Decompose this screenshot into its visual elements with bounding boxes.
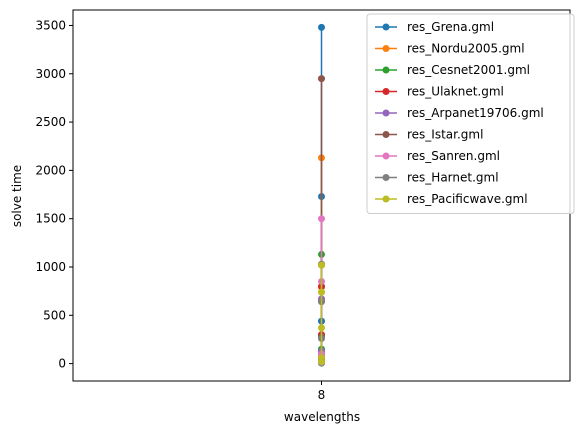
legend-label: res_Harnet.gml <box>407 171 499 185</box>
data-point <box>318 261 325 269</box>
legend-marker <box>382 109 390 117</box>
data-point <box>318 75 325 83</box>
data-point <box>318 324 325 332</box>
y-axis: 0 500 1000 1500 2000 2500 3000 3500 <box>35 18 73 371</box>
legend-box <box>366 13 575 214</box>
legend-label: res_Ulaknet.gml <box>407 85 504 99</box>
y-tick-label: 1500 <box>35 212 66 226</box>
legend-item: res_Istar.gml <box>375 128 483 142</box>
legend-label: res_Cesnet2001.gml <box>407 63 530 77</box>
legend-label: res_Sanren.gml <box>407 149 500 163</box>
x-axis-label: wavelengths <box>284 410 360 424</box>
legend-item: res_Sanren.gml <box>375 149 500 163</box>
y-axis-label: solve time <box>10 165 24 227</box>
legend-marker <box>382 131 390 138</box>
y-tick-label: 0 <box>58 357 66 371</box>
legend-item: res_Ulaknet.gml <box>375 85 504 99</box>
legend-item: res_Harnet.gml <box>375 171 499 185</box>
y-tick-label: 3500 <box>35 18 66 32</box>
legend-marker <box>382 45 390 52</box>
legend-marker <box>382 66 390 74</box>
data-point <box>318 288 325 296</box>
legend: res_Grena.gml res_Nordu2005.gml res_Cesnet… <box>366 13 575 214</box>
legend-marker <box>382 174 390 181</box>
x-tick-label: 8 <box>318 388 326 402</box>
legend-item: res_Arpanet19706.gml <box>375 106 544 120</box>
legend-label: res_Grena.gml <box>407 20 494 34</box>
data-point <box>318 358 325 366</box>
legend-marker <box>382 88 390 95</box>
plot-marks <box>318 23 325 367</box>
series-9 <box>318 261 325 366</box>
legend-label: res_Istar.gml <box>407 128 483 142</box>
data-point <box>318 215 325 223</box>
legend-label: res_Pacificwave.gml <box>407 192 528 206</box>
data-point <box>318 23 325 31</box>
legend-item: res_Pacificwave.gml <box>375 192 528 206</box>
legend-marker <box>382 23 390 31</box>
y-tick-label: 500 <box>43 308 66 322</box>
legend-item: res_Cesnet2001.gml <box>375 63 530 77</box>
legend-item: res_Nordu2005.gml <box>375 42 525 56</box>
x-axis: 8 <box>318 381 326 402</box>
y-tick-label: 3000 <box>35 67 66 81</box>
y-tick-label: 2500 <box>35 115 66 129</box>
legend-marker <box>382 152 390 160</box>
y-tick-label: 2000 <box>35 163 66 177</box>
legend-item: res_Grena.gml <box>375 20 494 34</box>
legend-label: res_Arpanet19706.gml <box>407 106 544 120</box>
legend-label: res_Nordu2005.gml <box>407 42 525 56</box>
legend-marker <box>382 195 390 203</box>
y-tick-label: 1000 <box>35 260 66 274</box>
